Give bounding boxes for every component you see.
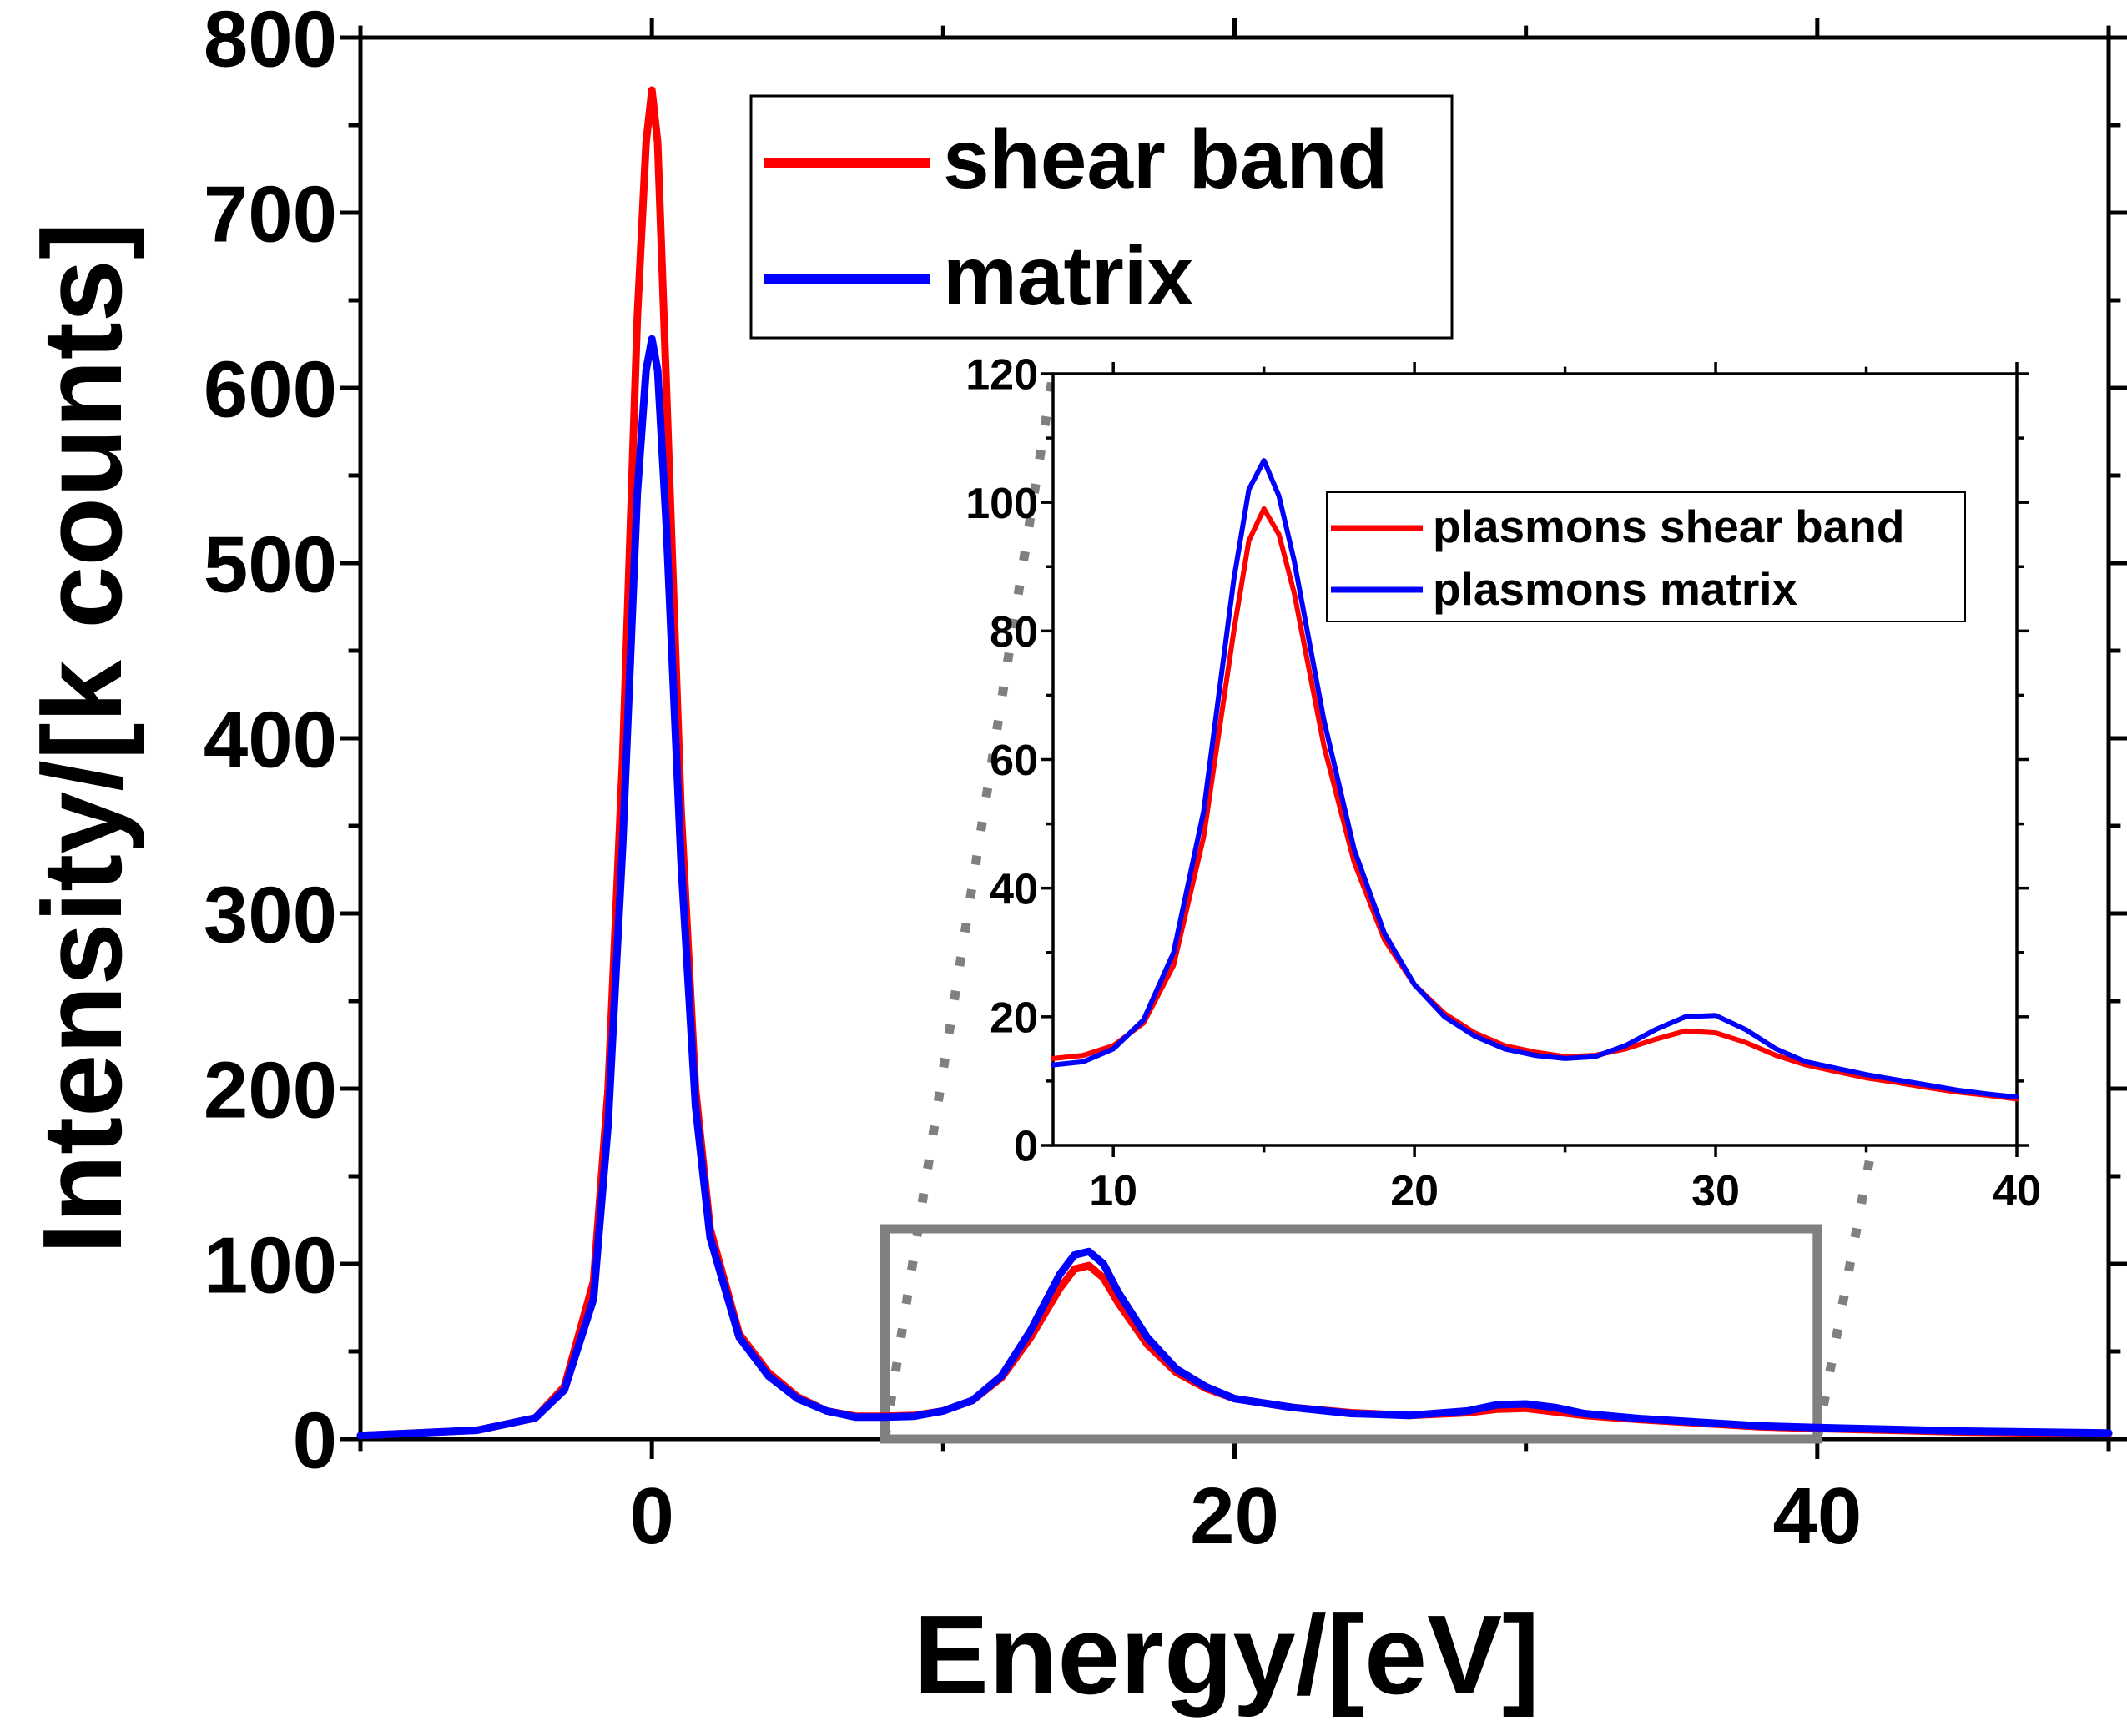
inset-y-tick-label-100: 100 <box>965 480 1038 528</box>
zoom-region-rectangle <box>880 1224 1822 1444</box>
inset-y-tick-label-40: 40 <box>990 865 1038 913</box>
inset-chart: 10 20 30 40 0 20 40 60 80 100 120 plasmons shear b… <box>965 351 2041 1215</box>
inset-legend-box <box>1326 491 1966 622</box>
inset-x-tick-label-30: 30 <box>1691 1167 1740 1215</box>
main-y-tick-label-700: 700 <box>204 170 337 259</box>
main-y-tick-label-400: 400 <box>204 696 337 785</box>
main-series-matrix <box>356 335 2113 1440</box>
x-axis-label: Energy/[eV] <box>914 1592 1540 1718</box>
main-x-tick-label-20: 20 <box>1190 1472 1279 1561</box>
inset-series-plasmons-matrix <box>1051 458 2019 1100</box>
y-axis-label: Intensity/[k counts] <box>19 222 145 1255</box>
inset-y-tick-label-0: 0 <box>1014 1123 1038 1171</box>
inset-series-group <box>1051 458 2019 1102</box>
main-series-group <box>356 86 2113 1440</box>
main-axis-ticks <box>340 18 2127 1459</box>
main-x-tick-label-40: 40 <box>1772 1472 1862 1561</box>
inset-legend-label-shear-band: plasmons shear band <box>1433 501 1904 552</box>
main-y-tick-label-300: 300 <box>204 871 337 960</box>
inset-x-tick-label-20: 20 <box>1390 1167 1439 1215</box>
zoom-connector-left <box>880 373 1058 1440</box>
inset-y-tick-label-80: 80 <box>990 608 1038 657</box>
main-y-tick-label-600: 600 <box>204 345 337 435</box>
inset-y-tick-label-60: 60 <box>990 737 1038 785</box>
inset-series-plasmons-shear-band <box>1051 506 2019 1102</box>
inset-x-tick-label-40: 40 <box>1993 1167 2041 1215</box>
inset-y-tick-label-20: 20 <box>990 994 1038 1043</box>
main-legend: shear band matrix <box>749 94 1454 340</box>
legend-label-shear-band: shear band <box>943 113 1389 206</box>
main-y-tick-label-0: 0 <box>293 1396 337 1486</box>
main-y-tick-label-100: 100 <box>204 1221 337 1311</box>
main-y-tick-label-800: 800 <box>204 0 337 84</box>
main-x-tick-label-0: 0 <box>629 1472 673 1561</box>
legend-label-matrix: matrix <box>943 229 1193 323</box>
inset-legend: plasmons shear band plasmons matrix <box>1326 491 1966 622</box>
inset-background <box>1053 374 2017 1145</box>
main-y-tick-label-200: 200 <box>204 1046 337 1135</box>
inset-legend-label-matrix: plasmons matrix <box>1433 563 1798 615</box>
inset-axis-tick-labels: 10 20 30 40 0 20 40 60 80 100 120 <box>965 351 2041 1215</box>
main-y-tick-label-500: 500 <box>204 521 337 610</box>
inset-y-tick-label-120: 120 <box>965 351 1038 400</box>
main-legend-box <box>749 94 1454 340</box>
inset-x-tick-label-10: 10 <box>1089 1167 1137 1215</box>
inset-axis-ticks <box>1041 362 2029 1157</box>
